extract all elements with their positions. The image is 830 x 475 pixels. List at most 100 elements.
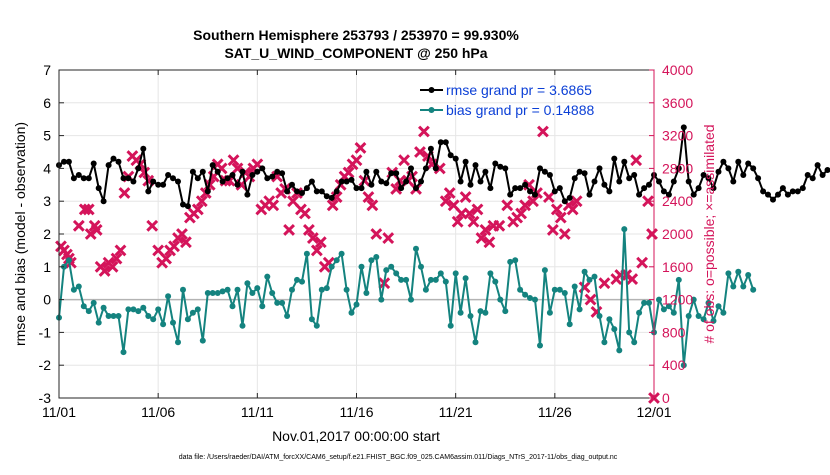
bias-point [646, 300, 652, 306]
legend-rmse-label: rmse grand pr = 3.6865 [446, 82, 592, 98]
bias-point [349, 310, 355, 316]
rmse-point [408, 165, 414, 171]
bias-point [418, 264, 424, 270]
rmse-point [815, 162, 821, 168]
bias-point [502, 308, 508, 314]
y-tick-label-left: 5 [43, 128, 51, 144]
bias-point [289, 287, 295, 293]
bias-point [235, 287, 241, 293]
bias-point [160, 321, 166, 327]
rmse-point [686, 179, 692, 185]
y-axis-label-left: rmse and bias (model - observation) [12, 122, 28, 346]
rmse-point [760, 188, 766, 194]
bias-point [403, 277, 409, 283]
bias-point [433, 277, 439, 283]
rmse-point [230, 172, 236, 178]
rmse-point [482, 169, 488, 175]
bias-point [91, 300, 97, 306]
rmse-point [368, 182, 374, 188]
chart-title: Southern Hemisphere 253793 / 253970 = 99… [193, 27, 519, 43]
bias-point [240, 323, 246, 329]
rmse-point [130, 179, 136, 185]
rmse-point [403, 179, 409, 185]
rmse-point [443, 139, 449, 145]
rmse-point [418, 179, 424, 185]
y-tick-label-right: 2400 [662, 193, 693, 209]
rmse-point [284, 188, 290, 194]
bias-point [378, 297, 384, 303]
y-tick-label-left: 1 [43, 259, 51, 275]
rmse-point [626, 175, 632, 181]
bias-point [116, 313, 122, 319]
bias-point [473, 339, 479, 345]
rmse-point [720, 159, 726, 165]
rmse-point [299, 190, 305, 196]
bias-point [324, 285, 330, 291]
bias-point [388, 264, 394, 270]
rmse-point [537, 165, 543, 171]
bias-point [344, 287, 350, 293]
y-tick-label-left: 3 [43, 193, 51, 209]
y-tick-label-left: 7 [43, 62, 51, 78]
bias-point [359, 264, 365, 270]
rmse-point [582, 170, 588, 176]
bias-point [532, 297, 538, 303]
rmse-point [289, 182, 295, 188]
rmse-point [487, 185, 493, 191]
bias-point [363, 290, 369, 296]
rmse-point [428, 146, 434, 152]
rmse-point [780, 185, 786, 191]
rmse-point [383, 180, 389, 186]
bias-point [497, 297, 503, 303]
bias-point [145, 313, 151, 319]
bias-point [463, 275, 469, 281]
rmse-point [453, 156, 459, 162]
x-tick-label: 11/26 [538, 404, 572, 420]
x-tick-label: 11/21 [439, 404, 473, 420]
bias-point [180, 287, 186, 293]
data-file-footer: data file: /Users/raeder/DAI/ATM_forcXX/… [179, 454, 618, 461]
rmse-point [448, 152, 454, 158]
rmse-point [468, 182, 474, 188]
rmse-point [542, 169, 548, 175]
bias-point [592, 274, 598, 280]
rmse-point [150, 179, 156, 185]
y-tick-label-right: 400 [662, 357, 686, 373]
bias-point [121, 349, 127, 355]
rmse-point [195, 175, 201, 181]
rmse-point [200, 169, 206, 175]
bias-point [81, 303, 87, 309]
rmse-point [125, 175, 131, 181]
x-tick-label: 11/06 [141, 404, 175, 420]
bias-point [542, 267, 548, 273]
x-tick-label: 11/11 [241, 404, 274, 420]
chart-subtitle: SAT_U_WIND_COMPONENT @ 250 hPa [224, 45, 487, 61]
rmse-point [601, 182, 607, 188]
y-tick-label-left: -1 [39, 324, 52, 340]
rmse-point [458, 179, 464, 185]
rmse-point [170, 175, 176, 181]
legend-bias-marker [429, 107, 435, 113]
bias-point [175, 339, 181, 345]
bias-point [195, 306, 201, 312]
rmse-point [373, 169, 379, 175]
legend-bias-label: bias grand pr = 0.14888 [446, 102, 594, 118]
bias-point [616, 347, 622, 353]
bias-point [686, 313, 692, 319]
bias-point [76, 284, 82, 290]
y-tick-label-left: 4 [43, 160, 51, 176]
rmse-point [507, 192, 513, 198]
bias-point [354, 302, 360, 308]
rmse-point [770, 197, 776, 203]
bias-point [468, 313, 474, 319]
bias-point [448, 323, 454, 329]
rmse-point [502, 165, 508, 171]
rmse-point [606, 188, 612, 194]
bias-point [636, 310, 642, 316]
bias-point [244, 280, 250, 286]
rmse-point [725, 165, 731, 171]
rmse-point [145, 188, 151, 194]
rmse-point [636, 192, 642, 198]
rmse-point [304, 185, 310, 191]
rmse-point [478, 179, 484, 185]
